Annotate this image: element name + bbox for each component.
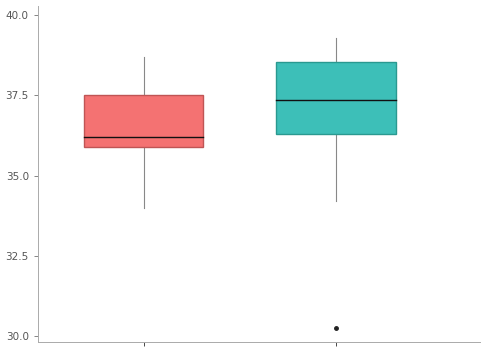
- Bar: [84, 95, 203, 147]
- Bar: [277, 62, 396, 134]
